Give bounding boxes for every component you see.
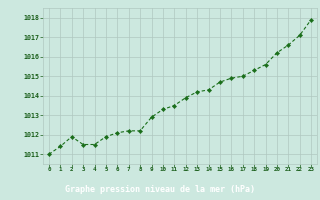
Text: Graphe pression niveau de la mer (hPa): Graphe pression niveau de la mer (hPa) (65, 185, 255, 194)
